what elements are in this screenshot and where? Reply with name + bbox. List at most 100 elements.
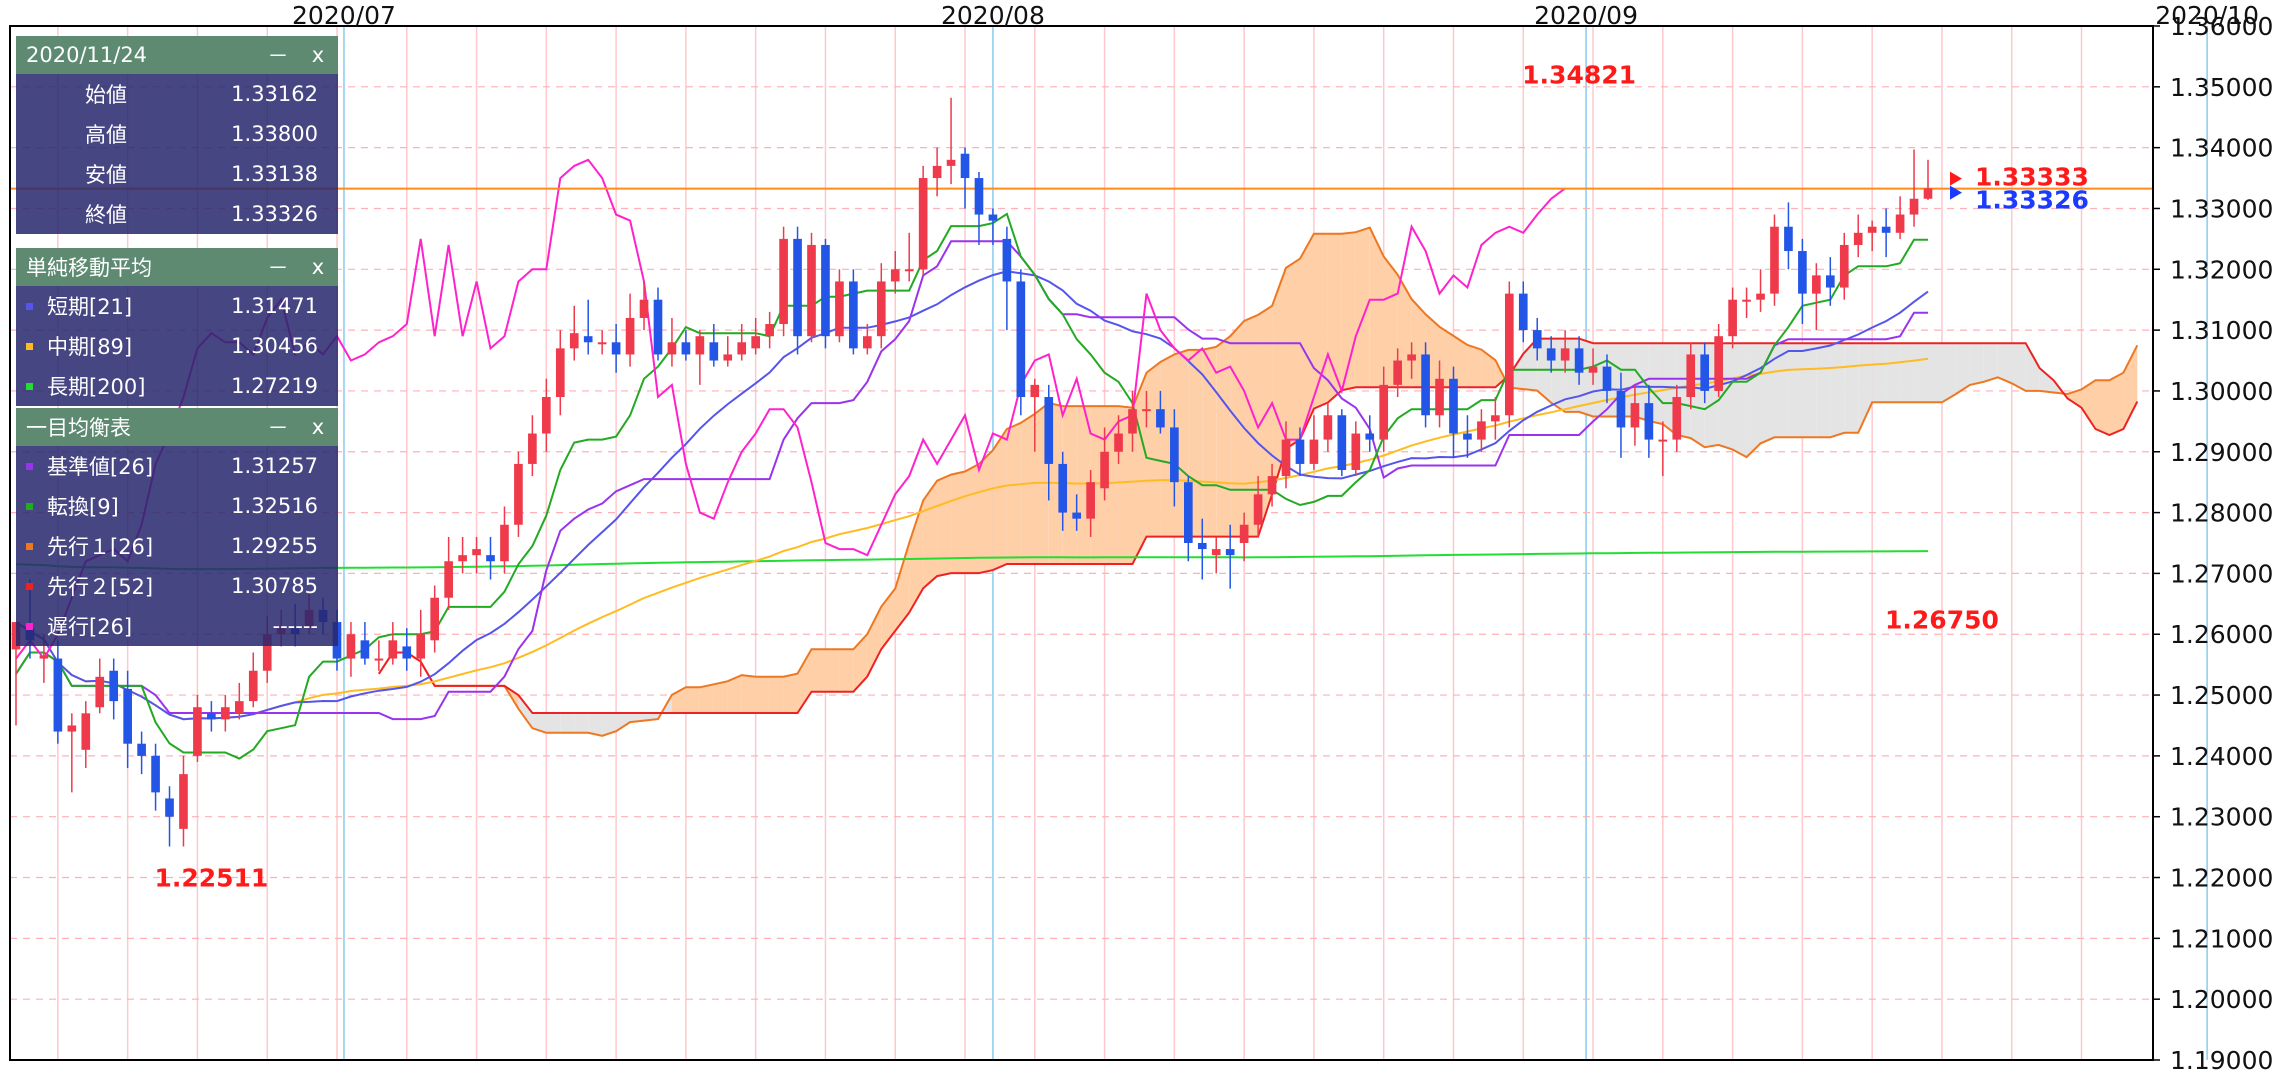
candle-body bbox=[1895, 214, 1905, 233]
candle-body bbox=[974, 178, 984, 215]
cloud-segment bbox=[699, 684, 714, 714]
minimize-button[interactable]: － bbox=[267, 416, 289, 440]
candle-body bbox=[248, 670, 258, 702]
x-tick-label: 2020/10 bbox=[2155, 1, 2259, 30]
candle-body bbox=[123, 688, 132, 744]
candle-body bbox=[402, 646, 412, 659]
candle-body bbox=[39, 655, 49, 659]
ohlc-label: 終値 bbox=[85, 203, 127, 227]
sma-value: 1.30456 bbox=[231, 334, 318, 358]
cloud-segment bbox=[853, 634, 868, 692]
cloud-segment bbox=[909, 500, 924, 613]
candle-body bbox=[751, 336, 761, 349]
sma-label-wrap: 中期[89] bbox=[16, 331, 166, 361]
y-tick-label: 1.34000 bbox=[2170, 134, 2273, 163]
cloud-segment bbox=[1230, 320, 1245, 537]
candle-body bbox=[1281, 439, 1291, 477]
candle-body bbox=[1756, 293, 1765, 300]
candle-body bbox=[1546, 348, 1556, 361]
candle-body bbox=[1686, 354, 1696, 398]
cloud-segment bbox=[1872, 343, 1887, 403]
close-button[interactable]: x bbox=[311, 43, 325, 67]
cloud-segment bbox=[727, 675, 742, 714]
candle-body bbox=[1030, 384, 1040, 398]
bid-price-label: 1.33333 bbox=[1975, 163, 2089, 192]
candle-body bbox=[1379, 384, 1389, 440]
candle-body bbox=[1128, 409, 1137, 434]
sma-label-wrap: 短期[21] bbox=[16, 291, 166, 321]
cloud-segment bbox=[2095, 380, 2110, 436]
ohlc-row-high: 高値 1.33800 bbox=[16, 114, 338, 154]
candle-body bbox=[1812, 275, 1821, 294]
candle-body bbox=[472, 549, 481, 556]
cloud-segment bbox=[2081, 380, 2096, 429]
candle-body bbox=[221, 707, 230, 720]
axes: 1.19000 1.20000 1.21000 1.22000 1.23000 1.240… bbox=[9, 1, 2273, 1075]
candle-body bbox=[597, 342, 607, 345]
close-button[interactable]: x bbox=[311, 255, 325, 279]
cloud-segment bbox=[769, 676, 784, 714]
cloud-segment bbox=[1062, 406, 1077, 564]
ichimoku-label-wrap: 遅行[26] bbox=[16, 611, 166, 641]
cloud-segment bbox=[1523, 338, 1538, 391]
cloud-segment bbox=[560, 713, 575, 733]
candle-body bbox=[765, 324, 774, 337]
ohlc-row-low: 安値 1.33138 bbox=[16, 154, 338, 194]
candle-body bbox=[81, 713, 91, 750]
candle-body bbox=[1867, 226, 1877, 233]
cloud-segment bbox=[1355, 227, 1370, 388]
candle-body bbox=[1058, 463, 1068, 513]
candle-body bbox=[1923, 188, 1933, 199]
ohlc-panel-header[interactable]: 2020/11/24 － x bbox=[16, 36, 338, 74]
cloud-segment bbox=[937, 474, 952, 577]
candle-body bbox=[1211, 549, 1221, 556]
sma-label: 短期[21] bbox=[47, 295, 133, 319]
y-tick-label: 1.24000 bbox=[2170, 742, 2273, 771]
y-tick-label: 1.35000 bbox=[2170, 73, 2273, 102]
candle-body bbox=[1351, 433, 1361, 471]
ichimoku-value: 1.31257 bbox=[231, 454, 318, 478]
candle-body bbox=[1435, 378, 1444, 416]
candle-body bbox=[1295, 439, 1305, 464]
close-button[interactable]: x bbox=[311, 415, 325, 439]
candle-body bbox=[1463, 433, 1472, 440]
sma-value: 1.31471 bbox=[231, 294, 318, 318]
candle-body bbox=[151, 755, 160, 793]
candle-body bbox=[1798, 251, 1807, 294]
candle-body bbox=[946, 159, 956, 166]
y-tick-label: 1.26000 bbox=[2170, 620, 2273, 649]
ichimoku-panel-header[interactable]: 一目均衡表 － x bbox=[16, 408, 338, 446]
ichimoku-value: ------ bbox=[272, 614, 318, 638]
candle-body bbox=[779, 238, 788, 325]
sma-label: 長期[200] bbox=[47, 375, 146, 399]
candle-body bbox=[1170, 427, 1179, 483]
y-tick-label: 1.20000 bbox=[2170, 985, 2273, 1014]
ohlc-label: 始値 bbox=[85, 83, 127, 107]
minimize-button[interactable]: － bbox=[267, 44, 289, 68]
cloud-segment bbox=[1830, 343, 1845, 438]
cloud-segment bbox=[1802, 343, 1817, 438]
y-tick-label: 1.30000 bbox=[2170, 377, 2273, 406]
candle-body bbox=[1156, 409, 1165, 428]
ohlc-panel-body: 始値 1.33162 高値 1.33800 安値 1.33138 終値 1.33326 bbox=[16, 74, 338, 234]
cloud-segment bbox=[1816, 343, 1831, 438]
cloud-segment bbox=[1955, 343, 1970, 394]
minimize-button[interactable]: － bbox=[267, 256, 289, 280]
candle-body bbox=[695, 336, 705, 355]
candle-body bbox=[234, 701, 244, 714]
cloud-segment bbox=[895, 543, 910, 631]
candle-body bbox=[1477, 421, 1486, 440]
ichimoku-value: 1.32516 bbox=[231, 494, 318, 518]
candle-body bbox=[458, 555, 467, 562]
candle-body bbox=[1016, 281, 1026, 398]
candle-body bbox=[1728, 299, 1737, 337]
ichimoku-row-senkou1: 先行１[26] 1.29255 bbox=[16, 526, 338, 566]
candle-body bbox=[1825, 275, 1835, 288]
cloud-segment bbox=[825, 649, 840, 692]
sma-row-long: 長期[200] 1.27219 bbox=[16, 366, 338, 406]
candle-body bbox=[528, 433, 537, 464]
cloud-segment bbox=[2109, 372, 2124, 436]
sma-panel-header[interactable]: 単純移動平均 － x bbox=[16, 248, 338, 286]
cloud-segment bbox=[783, 673, 798, 714]
ichimoku-panel: 一目均衡表 － x 基準値[26] 1.31257 転換[9] 1.32516 先行… bbox=[16, 408, 338, 646]
